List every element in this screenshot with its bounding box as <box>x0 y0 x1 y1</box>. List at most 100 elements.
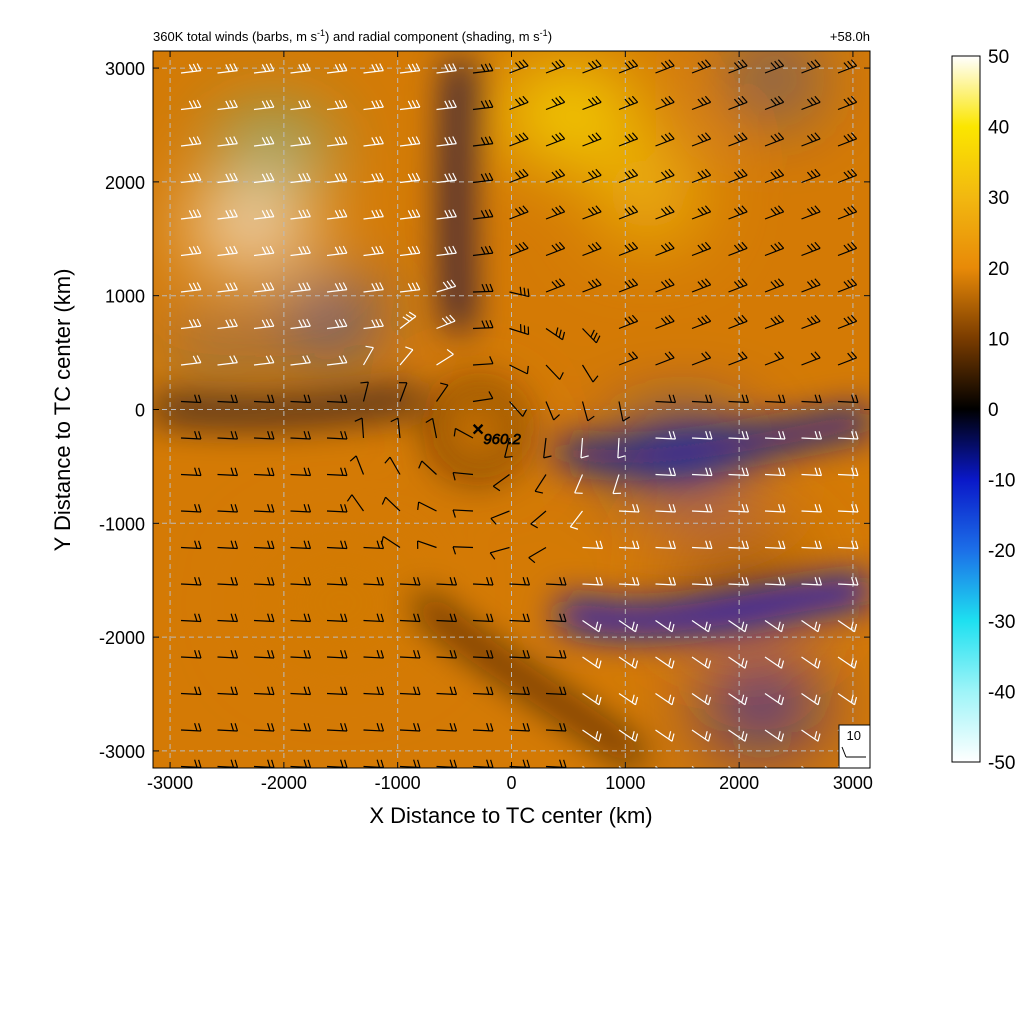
wind-barb <box>180 540 202 550</box>
wind-barb <box>582 241 602 257</box>
wind-barb <box>875 621 893 632</box>
wind-barb <box>545 59 566 74</box>
wind-barb <box>436 722 458 732</box>
wind-barb <box>801 656 821 669</box>
wind-barb <box>363 686 385 696</box>
wind-barb <box>728 467 750 477</box>
wind-barb <box>363 63 384 74</box>
wind-barb <box>253 467 275 477</box>
wind-barb <box>837 241 858 257</box>
wind-barb <box>490 510 510 525</box>
wind-barb <box>436 348 454 366</box>
y-tick-label: 1000 <box>105 287 145 307</box>
wind-barb <box>253 686 275 696</box>
wind-barb <box>764 729 785 742</box>
wind-barb <box>363 99 384 111</box>
wind-barb <box>612 474 622 495</box>
wind-barb <box>875 242 894 255</box>
wind-barb <box>728 168 748 184</box>
wind-barb <box>380 536 401 549</box>
wind-barb <box>326 318 348 330</box>
wind-barb <box>655 95 675 111</box>
wind-barb <box>326 503 348 513</box>
wind-barb <box>326 649 348 659</box>
wind-barb <box>326 613 348 623</box>
wind-barb <box>837 467 859 477</box>
wind-barb <box>691 205 712 220</box>
y-tick-label: 3000 <box>105 59 145 79</box>
wind-barb <box>290 245 311 257</box>
wind-barb <box>180 63 202 74</box>
wind-barb <box>764 394 786 404</box>
x-tick-label: -2000 <box>261 773 307 793</box>
wind-barb <box>436 649 458 659</box>
wind-barb <box>764 132 785 147</box>
wind-barb <box>253 99 275 111</box>
wind-barb <box>582 132 602 147</box>
wind-barb <box>764 430 786 440</box>
colorbar-tick-label: 30 <box>988 188 1009 209</box>
wind-barb <box>655 241 675 257</box>
wind-barb <box>875 730 893 741</box>
wind-barb <box>326 430 348 440</box>
wind-barb <box>618 59 639 74</box>
wind-barb <box>655 503 677 513</box>
wind-barb <box>764 168 785 184</box>
wind-barb <box>801 693 821 706</box>
wind-barb <box>472 759 494 768</box>
wind-barb <box>326 686 348 696</box>
wind-barb <box>655 394 677 404</box>
wind-barb <box>801 205 821 220</box>
wind-barb <box>217 282 238 293</box>
wind-barb <box>492 474 510 492</box>
wind-barb <box>381 496 401 512</box>
wind-barb <box>618 693 639 706</box>
wind-barb <box>764 59 785 74</box>
wind-barb <box>253 394 275 404</box>
wind-barb <box>180 318 202 330</box>
wind-barb <box>399 172 421 184</box>
wind-barb <box>801 241 821 257</box>
wind-barb <box>363 576 385 586</box>
wind-barb <box>399 759 421 768</box>
wind-barb <box>180 686 202 696</box>
wind-barb <box>764 540 786 550</box>
x-tick-label: -1000 <box>375 773 421 793</box>
wind-barb <box>655 205 675 220</box>
wind-barb <box>801 430 823 440</box>
y-tick-label: -1000 <box>99 514 145 534</box>
wind-barb <box>801 314 821 330</box>
y-tick-label: 0 <box>135 401 145 421</box>
wind-barb <box>217 649 239 659</box>
wind-barb <box>489 546 510 560</box>
wind-barb <box>655 467 677 477</box>
wind-barb <box>801 576 823 586</box>
wind-barb <box>472 576 494 586</box>
wind-barb <box>253 209 275 220</box>
wind-barb <box>290 576 312 586</box>
wind-barb <box>472 172 494 184</box>
wind-barb <box>530 510 547 529</box>
wind-barb <box>509 613 531 623</box>
wind-barb <box>326 209 348 220</box>
y-tick-label: -2000 <box>99 628 145 648</box>
wind-barb <box>728 205 748 220</box>
wind-barb <box>472 320 494 330</box>
wind-barb <box>801 351 821 366</box>
wind-barb <box>618 656 639 669</box>
wind-barb <box>452 509 474 518</box>
wind-barb <box>728 540 750 550</box>
wind-barb <box>509 132 529 147</box>
wind-barb <box>452 546 474 555</box>
wind-barb <box>472 99 494 111</box>
colorbar-tick-label: -20 <box>988 541 1015 562</box>
wind-barb <box>253 576 275 586</box>
wind-barb <box>728 351 748 366</box>
wind-barb <box>655 314 675 330</box>
chart-title: 360K total winds (barbs, m s-1) and radi… <box>153 28 552 44</box>
y-tick-label: -3000 <box>99 742 145 762</box>
wind-barb <box>545 759 567 768</box>
wind-barb <box>618 168 639 184</box>
colorbar-tick-label: 10 <box>988 329 1009 350</box>
wind-barb <box>472 283 494 293</box>
